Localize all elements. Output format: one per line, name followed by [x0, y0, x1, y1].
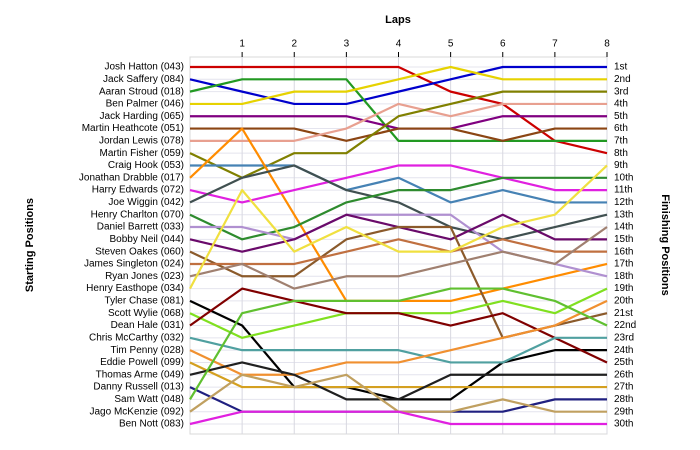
- finish-label: 3rd: [614, 86, 628, 97]
- position-line: [189, 410, 607, 426]
- finish-label: 4th: [614, 99, 628, 110]
- start-label: Ben Nott (083): [119, 419, 184, 430]
- y-axis-title: Starting Positions: [24, 198, 36, 292]
- start-label: Sam Watt (048): [114, 394, 184, 405]
- start-label: James Singleton (024): [84, 259, 184, 270]
- finish-label: 27th: [614, 382, 633, 393]
- finish-label: 15th: [614, 234, 633, 245]
- finish-label: 13th: [614, 209, 633, 220]
- finish-label: 8th: [614, 148, 628, 159]
- start-label: Jago McKenzie (092): [90, 406, 185, 417]
- start-label: Bobby Neil (044): [110, 234, 184, 245]
- position-line: [189, 226, 608, 290]
- start-label: Scott Wylie (068): [108, 308, 184, 319]
- finish-label: 9th: [614, 160, 628, 171]
- start-label: Daniel Barrett (033): [97, 222, 184, 233]
- position-line: [189, 164, 607, 204]
- position-line: [189, 164, 608, 290]
- finish-label: 22nd: [614, 320, 636, 331]
- finish-label: 26th: [614, 369, 633, 380]
- start-label: Chris McCarthy (032): [89, 332, 184, 343]
- finish-label: 17th: [614, 259, 633, 270]
- position-line: [190, 238, 607, 266]
- x-tick-label: 7: [552, 39, 558, 50]
- start-label: Joe Wiggin (042): [108, 197, 184, 208]
- finish-label: 30th: [614, 419, 633, 430]
- finish-label: 5th: [614, 111, 628, 122]
- start-label: Harry Edwards (072): [92, 185, 184, 196]
- start-label: Henry Charlton (070): [91, 209, 184, 220]
- position-line: [189, 78, 607, 142]
- finish-label: 28th: [614, 394, 633, 405]
- x-axis-title: Laps: [385, 14, 411, 26]
- start-label: Steven Oakes (060): [95, 246, 184, 257]
- x-tick-label: 3: [344, 39, 350, 50]
- finish-label: 23rd: [614, 332, 634, 343]
- x-tick-label: 5: [448, 39, 454, 50]
- position-line: [189, 90, 607, 179]
- start-label: Ben Palmer (046): [106, 99, 184, 110]
- x-tick-label: 1: [239, 39, 245, 50]
- finish-label: 14th: [614, 222, 633, 233]
- finish-label: 7th: [614, 136, 628, 147]
- position-line: [189, 299, 608, 376]
- x-tick-label: 4: [396, 39, 402, 50]
- y2-axis-title: Finishing Positions: [659, 194, 671, 295]
- finish-label: 29th: [614, 406, 633, 417]
- start-label: Jack Saffery (084): [103, 74, 184, 85]
- position-line: [190, 102, 607, 142]
- finish-label: 20th: [614, 296, 633, 307]
- position-line: [190, 65, 607, 106]
- start-label: Martin Heathcote (051): [82, 123, 184, 134]
- position-line: [190, 127, 607, 142]
- start-label: Eddie Powell (099): [100, 357, 184, 368]
- finish-label: 6th: [614, 123, 628, 134]
- finish-label: 1st: [614, 62, 628, 73]
- position-line: [189, 176, 607, 241]
- x-tick-label: 6: [500, 39, 506, 50]
- position-line: [189, 361, 607, 401]
- finish-label: 18th: [614, 271, 633, 282]
- finish-label: 21st: [614, 308, 633, 319]
- start-label: Thomas Arme (049): [96, 369, 184, 380]
- position-line: [189, 361, 607, 389]
- x-tick-label: 2: [291, 39, 297, 50]
- position-line: [189, 65, 607, 106]
- start-label: Dean Hale (031): [111, 320, 184, 331]
- finish-label: 19th: [614, 283, 633, 294]
- start-label: Jordan Lewis (078): [99, 136, 184, 147]
- position-line: [189, 287, 608, 400]
- start-label: Ryan Jones (023): [105, 271, 184, 282]
- finish-label: 24th: [614, 345, 633, 356]
- start-label: Craig Hook (053): [108, 160, 184, 171]
- finish-label: 11th: [614, 185, 633, 196]
- start-label: Henry Easthope (034): [86, 283, 184, 294]
- x-tick-label: 8: [604, 39, 610, 50]
- start-label: Aaran Stroud (018): [99, 86, 184, 97]
- position-line: [190, 164, 607, 204]
- start-label: Jack Harding (065): [100, 111, 184, 122]
- finish-label: 12th: [614, 197, 633, 208]
- start-label: Martin Fisher (059): [100, 148, 184, 159]
- start-label: Tim Penny (028): [110, 345, 184, 356]
- finish-label: 2nd: [614, 74, 631, 85]
- start-label: Tyler Chase (081): [105, 296, 184, 307]
- start-label: Josh Hatton (043): [105, 62, 185, 73]
- finish-label: 16th: [614, 246, 633, 257]
- position-line: [190, 65, 608, 155]
- start-label: Danny Russell (013): [93, 382, 184, 393]
- finish-label: 25th: [614, 357, 633, 368]
- position-line: [189, 336, 607, 364]
- finish-label: 10th: [614, 172, 633, 183]
- start-label: Jonathan Drabble (017): [79, 172, 184, 183]
